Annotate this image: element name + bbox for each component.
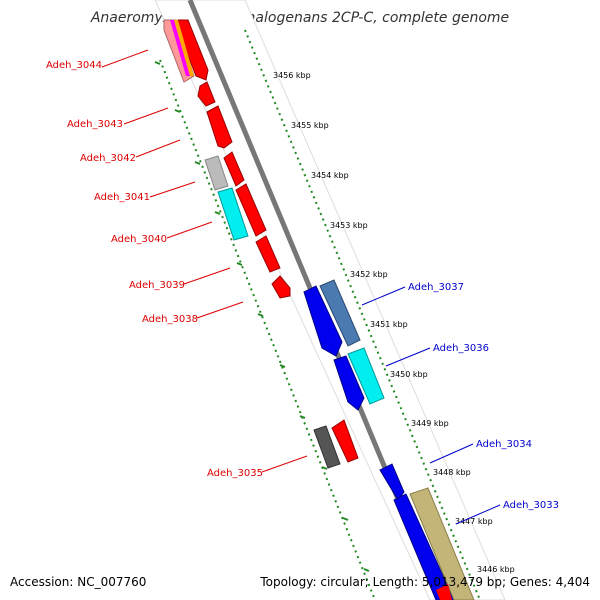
- cds-feature: [303, 285, 343, 357]
- cds-feature: [333, 355, 365, 411]
- cds-feature: [347, 347, 385, 405]
- cds-feature: [409, 487, 475, 600]
- cds-feature: [206, 105, 233, 149]
- tick-label: 3446 kbp: [477, 565, 515, 574]
- tick-label: 3453 kbp: [330, 221, 368, 230]
- gene-label: Adeh_3042: [80, 153, 136, 164]
- tick-label: 3447 kbp: [455, 517, 493, 526]
- accession-text: Accession: NC_007760: [10, 575, 147, 589]
- cds-feature: [319, 279, 361, 347]
- gene-label: Adeh_3036: [433, 343, 489, 354]
- cds-feature: [197, 81, 216, 107]
- cds-feature: [313, 425, 341, 469]
- tick-label: 3456 kbp: [273, 71, 311, 80]
- inner-dotted-ring: [159, 59, 376, 600]
- outer-dotted-ring: [244, 29, 481, 600]
- cds-feature: [436, 584, 452, 600]
- gene-label: Adeh_3034: [476, 439, 532, 450]
- gene-label: Adeh_3038: [142, 314, 198, 325]
- gene-label: Adeh_3043: [67, 119, 123, 130]
- cds-feature: [235, 183, 267, 237]
- kbp-tick-labels: 3456 kbp 3455 kbp 3454 kbp 3453 kbp 3452…: [273, 71, 515, 574]
- tick-label: 3451 kbp: [370, 320, 408, 329]
- gene-label: Adeh_3033: [503, 500, 559, 511]
- cds-feature: [174, 20, 194, 76]
- cds-feature: [223, 151, 245, 187]
- cds-feature: [204, 155, 229, 191]
- reverse-strand-features: [163, 19, 359, 469]
- gene-label: Adeh_3044: [46, 60, 102, 71]
- gene-label: Adeh_3037: [408, 282, 464, 293]
- reverse-gene-labels: Adeh_3044 Adeh_3043 Adeh_3042 Adeh_3041 …: [46, 49, 308, 479]
- cds-feature: [271, 275, 291, 299]
- gene-label: Adeh_3035: [207, 468, 263, 479]
- ruler-dashes: [154, 61, 370, 572]
- tick-label: 3449 kbp: [411, 419, 449, 428]
- tick-label: 3455 kbp: [291, 121, 329, 130]
- forward-gene-labels: Adeh_3037 Adeh_3036 Adeh_3034 Adeh_3033: [361, 282, 559, 525]
- tick-label: 3450 kbp: [390, 370, 428, 379]
- cds-feature: [379, 463, 405, 501]
- gene-label: Adeh_3041: [94, 192, 150, 203]
- gene-label: Adeh_3039: [129, 280, 185, 291]
- cds-feature: [170, 20, 190, 76]
- cds-feature: [393, 493, 455, 600]
- cds-feature: [217, 187, 249, 241]
- genome-stats-text: Topology: circular; Length: 5,013,479 bp…: [260, 575, 590, 589]
- gene-label: Adeh_3040: [111, 234, 167, 245]
- cds-feature: [331, 419, 359, 463]
- cds-feature: [255, 235, 281, 273]
- forward-strand-features: [303, 279, 475, 600]
- tick-label: 3448 kbp: [433, 468, 471, 477]
- tick-label: 3452 kbp: [350, 270, 388, 279]
- tick-label: 3454 kbp: [311, 171, 349, 180]
